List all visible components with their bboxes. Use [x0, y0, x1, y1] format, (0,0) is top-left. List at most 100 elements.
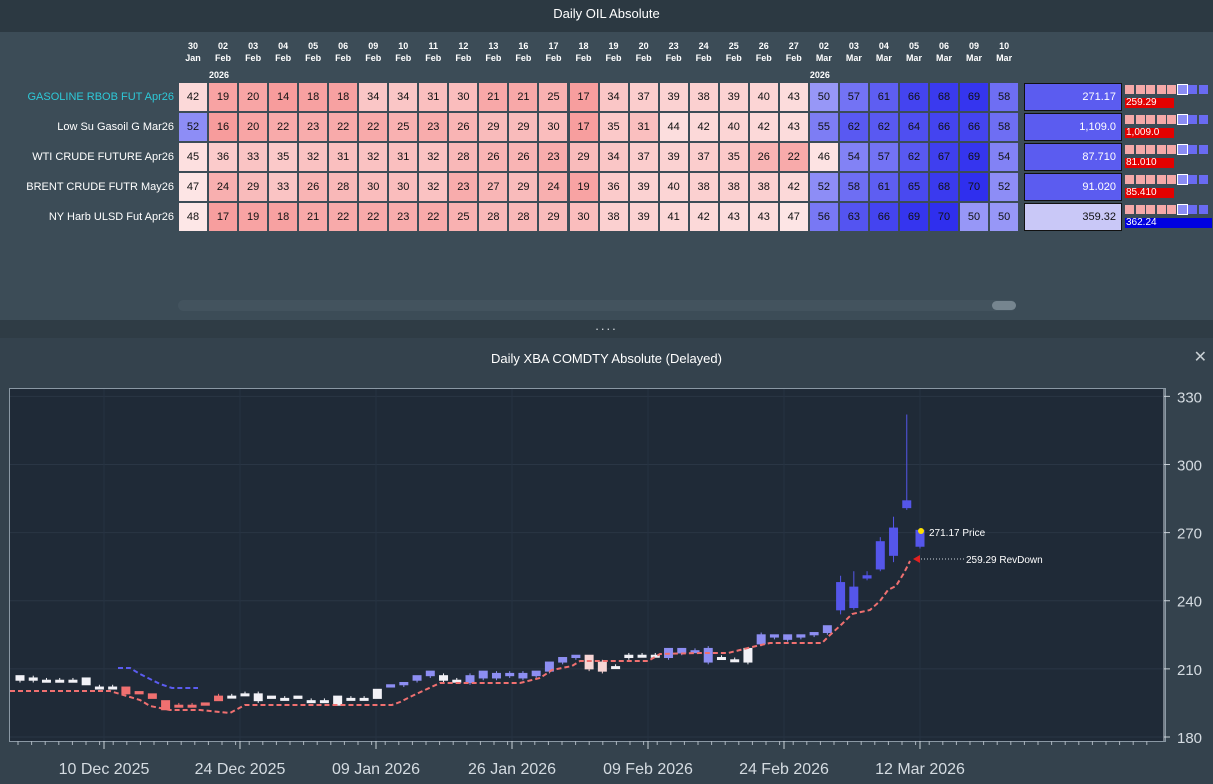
- heatmap-cell[interactable]: 32: [419, 173, 448, 201]
- horizontal-scrollbar-track[interactable]: [178, 300, 1016, 311]
- heatmap-cell[interactable]: 39: [659, 143, 688, 171]
- heatmap-cell[interactable]: 44: [659, 113, 688, 141]
- heatmap-cell[interactable]: 43: [779, 113, 808, 141]
- heatmap-cell[interactable]: 61: [869, 173, 898, 201]
- heatmap-cell[interactable]: 66: [960, 113, 989, 141]
- heatmap-cell[interactable]: 19: [209, 83, 238, 111]
- heatmap-cell[interactable]: 26: [449, 113, 478, 141]
- heatmap-cell[interactable]: 25: [389, 113, 418, 141]
- last-price-box[interactable]: 1,109.0: [1024, 113, 1122, 141]
- heatmap-cell[interactable]: 23: [389, 203, 418, 231]
- heatmap-cell[interactable]: 22: [329, 113, 358, 141]
- heatmap-cell[interactable]: 25: [539, 83, 568, 111]
- heatmap-cell[interactable]: 32: [419, 143, 448, 171]
- heatmap-cell[interactable]: 46: [809, 143, 838, 171]
- heatmap-cell[interactable]: 62: [839, 113, 868, 141]
- close-icon[interactable]: ✕: [1193, 349, 1207, 366]
- heatmap-cell[interactable]: 34: [359, 83, 388, 111]
- heatmap-cell[interactable]: 24: [539, 173, 568, 201]
- heatmap-cell[interactable]: 34: [599, 83, 628, 111]
- heatmap-cell[interactable]: 39: [659, 83, 688, 111]
- heatmap-cell[interactable]: 20: [239, 113, 268, 141]
- heatmap-cell[interactable]: 38: [689, 173, 718, 201]
- heatmap-cell[interactable]: 43: [719, 203, 748, 231]
- heatmap-cell[interactable]: 43: [749, 203, 778, 231]
- heatmap-cell[interactable]: 36: [599, 173, 628, 201]
- heatmap-cell[interactable]: 32: [359, 143, 388, 171]
- heatmap-cell[interactable]: 39: [629, 203, 658, 231]
- heatmap-cell[interactable]: 27: [479, 173, 508, 201]
- chart-plot-area[interactable]: [9, 388, 1166, 742]
- instrument-label[interactable]: BRENT CRUDE FUTR May26: [26, 181, 174, 193]
- horizontal-scrollbar-thumb[interactable]: [992, 301, 1016, 310]
- heatmap-cell[interactable]: 25: [449, 203, 478, 231]
- heatmap-cell[interactable]: 28: [449, 143, 478, 171]
- instrument-label[interactable]: GASOLINE RBOB FUT Apr26: [27, 91, 174, 103]
- heatmap-cell[interactable]: 36: [209, 143, 238, 171]
- heatmap-cell[interactable]: 66: [869, 203, 898, 231]
- heatmap-cell[interactable]: 62: [899, 143, 928, 171]
- heatmap-cell[interactable]: 22: [419, 203, 448, 231]
- heatmap-cell[interactable]: 70: [960, 173, 989, 201]
- heatmap-cell[interactable]: 52: [179, 113, 207, 141]
- heatmap-cell[interactable]: 29: [479, 113, 508, 141]
- heatmap-cell[interactable]: 69: [899, 203, 928, 231]
- heatmap-cell[interactable]: 26: [509, 143, 538, 171]
- heatmap-cell[interactable]: 17: [569, 113, 598, 141]
- heatmap-cell[interactable]: 29: [509, 173, 538, 201]
- heatmap-cell[interactable]: 42: [779, 173, 808, 201]
- heatmap-cell[interactable]: 57: [869, 143, 898, 171]
- heatmap-cell[interactable]: 18: [329, 83, 358, 111]
- heatmap-cell[interactable]: 28: [509, 203, 538, 231]
- heatmap-cell[interactable]: 31: [629, 113, 658, 141]
- heatmap-cell[interactable]: 42: [689, 203, 718, 231]
- heatmap-cell[interactable]: 42: [179, 83, 207, 111]
- heatmap-cell[interactable]: 38: [689, 83, 718, 111]
- heatmap-cell[interactable]: 28: [479, 203, 508, 231]
- heatmap-cell[interactable]: 30: [539, 113, 568, 141]
- heatmap-cell[interactable]: 65: [899, 173, 928, 201]
- heatmap-cell[interactable]: 69: [960, 83, 989, 111]
- instrument-label[interactable]: WTI CRUDE FUTURE Apr26: [32, 151, 174, 163]
- heatmap-cell[interactable]: 16: [209, 113, 238, 141]
- heatmap-cell[interactable]: 23: [419, 113, 448, 141]
- heatmap-cell[interactable]: 61: [869, 83, 898, 111]
- heatmap-cell[interactable]: 32: [299, 143, 328, 171]
- heatmap-cell[interactable]: 34: [389, 83, 418, 111]
- heatmap-cell[interactable]: 35: [599, 113, 628, 141]
- heatmap-cell[interactable]: 41: [659, 203, 688, 231]
- heatmap-cell[interactable]: 39: [629, 173, 658, 201]
- heatmap-cell[interactable]: 64: [899, 113, 928, 141]
- heatmap-cell[interactable]: 38: [719, 173, 748, 201]
- heatmap-cell[interactable]: 47: [779, 203, 808, 231]
- heatmap-cell[interactable]: 47: [179, 173, 207, 201]
- heatmap-cell[interactable]: 58: [990, 83, 1019, 111]
- heatmap-cell[interactable]: 17: [209, 203, 238, 231]
- heatmap-cell[interactable]: 29: [239, 173, 268, 201]
- heatmap-cell[interactable]: 63: [839, 203, 868, 231]
- heatmap-cell[interactable]: 31: [329, 143, 358, 171]
- heatmap-cell[interactable]: 58: [990, 113, 1019, 141]
- heatmap-cell[interactable]: 38: [599, 203, 628, 231]
- heatmap-cell[interactable]: 35: [269, 143, 298, 171]
- last-price-box[interactable]: 87.710: [1024, 143, 1122, 171]
- heatmap-cell[interactable]: 29: [509, 113, 538, 141]
- heatmap-cell[interactable]: 22: [359, 203, 388, 231]
- heatmap-cell[interactable]: 34: [599, 143, 628, 171]
- heatmap-cell[interactable]: 21: [299, 203, 328, 231]
- instrument-label[interactable]: NY Harb ULSD Fut Apr26: [48, 211, 174, 223]
- panel-splitter[interactable]: ....: [0, 319, 1213, 338]
- heatmap-cell[interactable]: 22: [269, 113, 298, 141]
- heatmap-cell[interactable]: 50: [809, 83, 838, 111]
- heatmap-cell[interactable]: 68: [930, 83, 958, 111]
- heatmap-cell[interactable]: 68: [930, 173, 958, 201]
- heatmap-cell[interactable]: 18: [269, 203, 298, 231]
- last-price-box[interactable]: 271.17: [1024, 83, 1122, 111]
- heatmap-cell[interactable]: 29: [569, 143, 598, 171]
- heatmap-cell[interactable]: 21: [509, 83, 538, 111]
- heatmap-cell[interactable]: 52: [809, 173, 838, 201]
- heatmap-cell[interactable]: 48: [179, 203, 207, 231]
- heatmap-cell[interactable]: 57: [839, 83, 868, 111]
- heatmap-cell[interactable]: 70: [930, 203, 958, 231]
- heatmap-cell[interactable]: 23: [539, 143, 568, 171]
